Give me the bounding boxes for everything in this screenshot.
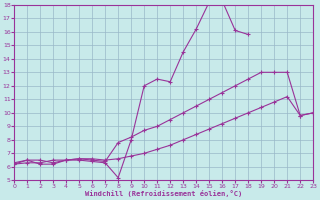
X-axis label: Windchill (Refroidissement éolien,°C): Windchill (Refroidissement éolien,°C) [85,190,242,197]
